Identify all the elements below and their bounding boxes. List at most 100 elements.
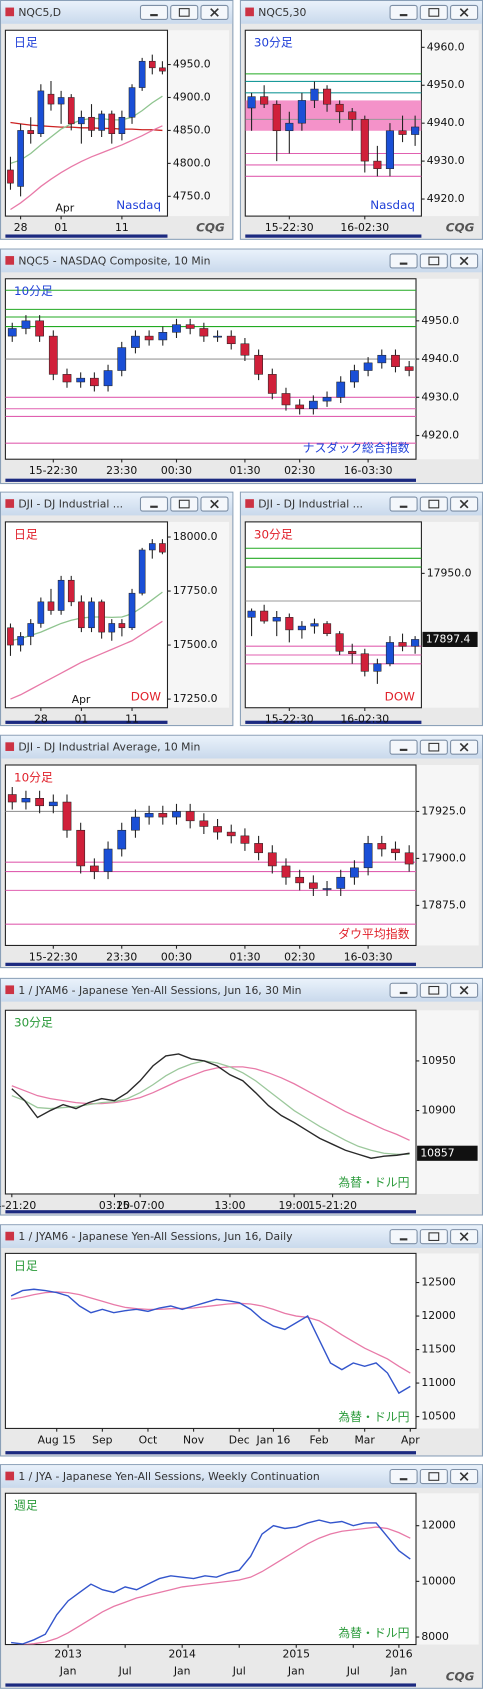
x-tick-label: Jan xyxy=(390,1665,408,1678)
minimize-button[interactable] xyxy=(389,1468,418,1485)
candle-body xyxy=(336,381,346,398)
candle-body xyxy=(47,601,55,611)
x-tick-label: 02:30 xyxy=(284,950,315,963)
window-icon xyxy=(5,1231,15,1241)
symbol-label: DOW xyxy=(385,689,415,703)
candle-body xyxy=(27,623,35,637)
plot-layer xyxy=(7,539,166,700)
candle-body xyxy=(377,843,387,850)
maximize-button[interactable] xyxy=(419,1468,448,1485)
x-tick-label: 28 xyxy=(14,221,28,234)
candle-body xyxy=(62,801,72,831)
plot-layer xyxy=(11,1053,410,1159)
axis-area xyxy=(416,1493,479,1645)
button-glyph xyxy=(459,8,469,17)
minimize-button[interactable] xyxy=(389,496,418,512)
cqg-logo: CQG xyxy=(196,220,225,234)
window-icon xyxy=(5,985,15,995)
x-tick-label: Sep xyxy=(92,1433,112,1446)
year-label: 2015 xyxy=(283,1647,310,1660)
y-tick-label: 17500.0 xyxy=(173,638,218,651)
maximize-button[interactable] xyxy=(419,982,448,998)
x-tick-label: 15-21:20 xyxy=(308,1199,357,1212)
candle-body xyxy=(185,324,195,329)
minimize-button[interactable] xyxy=(389,253,418,269)
plot-area xyxy=(244,521,422,709)
y-tick-label: 4930.0 xyxy=(421,390,459,403)
candle-body xyxy=(391,354,400,367)
candle-body xyxy=(159,543,166,553)
button-glyph xyxy=(428,1472,440,1481)
x-tick-label: 23:30 xyxy=(106,950,137,963)
x-tick-label: Aug 15 xyxy=(38,1433,76,1446)
candle-body xyxy=(67,97,75,125)
month-annotation: Apr xyxy=(55,202,74,215)
candle-body xyxy=(118,116,126,134)
y-tick-label: 17250.0 xyxy=(173,692,218,705)
minimize-button[interactable] xyxy=(389,1229,418,1245)
moving-average xyxy=(10,1291,411,1374)
moving-average xyxy=(10,121,163,132)
x-tick-label: 15-22:30 xyxy=(265,713,314,726)
cqg-logo: CQG xyxy=(446,1669,475,1683)
maximize-button[interactable] xyxy=(170,496,199,512)
candle-body xyxy=(62,374,72,383)
maximize-button[interactable] xyxy=(419,1229,448,1245)
minimize-button[interactable] xyxy=(389,4,418,20)
minimize-button[interactable] xyxy=(139,496,169,512)
candle-body xyxy=(360,119,369,162)
maximize-button[interactable] xyxy=(419,496,448,512)
candle-body xyxy=(172,324,181,333)
chart-window: DJI - DJ Industrial ... 17950.0 17897.4 15-… xyxy=(239,491,483,727)
button-glyph xyxy=(210,8,219,17)
chart-window: 1 / JYAM6 - Japanese Yen-All Sessions, J… xyxy=(0,977,483,1216)
plot-layer xyxy=(5,289,417,444)
x-tick-label: 00:30 xyxy=(161,950,192,963)
plot-layer xyxy=(11,1519,411,1645)
month-annotation: Apr xyxy=(72,693,91,706)
time-strip xyxy=(245,720,422,724)
minimize-button[interactable] xyxy=(389,982,418,998)
candle-body xyxy=(67,579,75,603)
minimize-button[interactable] xyxy=(139,4,169,20)
candle-body xyxy=(350,370,359,383)
window-title: DJI - DJ Industrial Average, 10 Min xyxy=(18,741,200,754)
window-title: DJI - DJ Industrial ... xyxy=(18,498,123,511)
maximize-button[interactable] xyxy=(419,253,448,269)
window-title: 1 / JYAM6 - Japanese Yen-All Sessions, J… xyxy=(18,984,301,997)
x-tick-label: 00:30 xyxy=(161,464,192,477)
candle-body xyxy=(89,377,99,387)
candle-body xyxy=(21,320,31,329)
timeframe-label: 30分足 xyxy=(14,1016,53,1030)
timeframe-label: 日足 xyxy=(14,1259,38,1273)
x-tick-label: Oct xyxy=(139,1433,158,1446)
button-glyph xyxy=(210,499,219,509)
x-tick-label: 01:30 xyxy=(229,464,260,477)
candle-body xyxy=(335,633,344,652)
minimize-button[interactable] xyxy=(389,739,418,755)
maximize-button[interactable] xyxy=(419,4,448,20)
last-price-box xyxy=(417,1145,478,1161)
candle-body xyxy=(308,882,318,889)
button-glyph xyxy=(428,1232,440,1241)
button-glyph xyxy=(178,499,190,509)
plot-layer xyxy=(5,786,417,925)
price-line xyxy=(11,1053,410,1159)
maximize-button[interactable] xyxy=(419,739,448,755)
candle-body xyxy=(48,801,58,807)
plot-area xyxy=(4,764,417,946)
candle-body xyxy=(373,663,382,672)
candle-body xyxy=(335,103,344,113)
candle-body xyxy=(267,374,277,394)
x-tick-label: 14-21:20 xyxy=(0,1199,36,1212)
timeframe-label: 日足 xyxy=(14,527,38,541)
y-tick-label: 11000 xyxy=(421,1376,455,1389)
candle-body xyxy=(185,811,195,822)
candle-body xyxy=(411,126,420,135)
window-icon xyxy=(5,256,15,265)
y-tick-label: 4800.0 xyxy=(173,156,211,169)
x-tick-label: 11 xyxy=(115,221,129,234)
candle-body xyxy=(363,843,373,869)
plot-area xyxy=(4,1492,417,1646)
maximize-button[interactable] xyxy=(170,4,199,20)
